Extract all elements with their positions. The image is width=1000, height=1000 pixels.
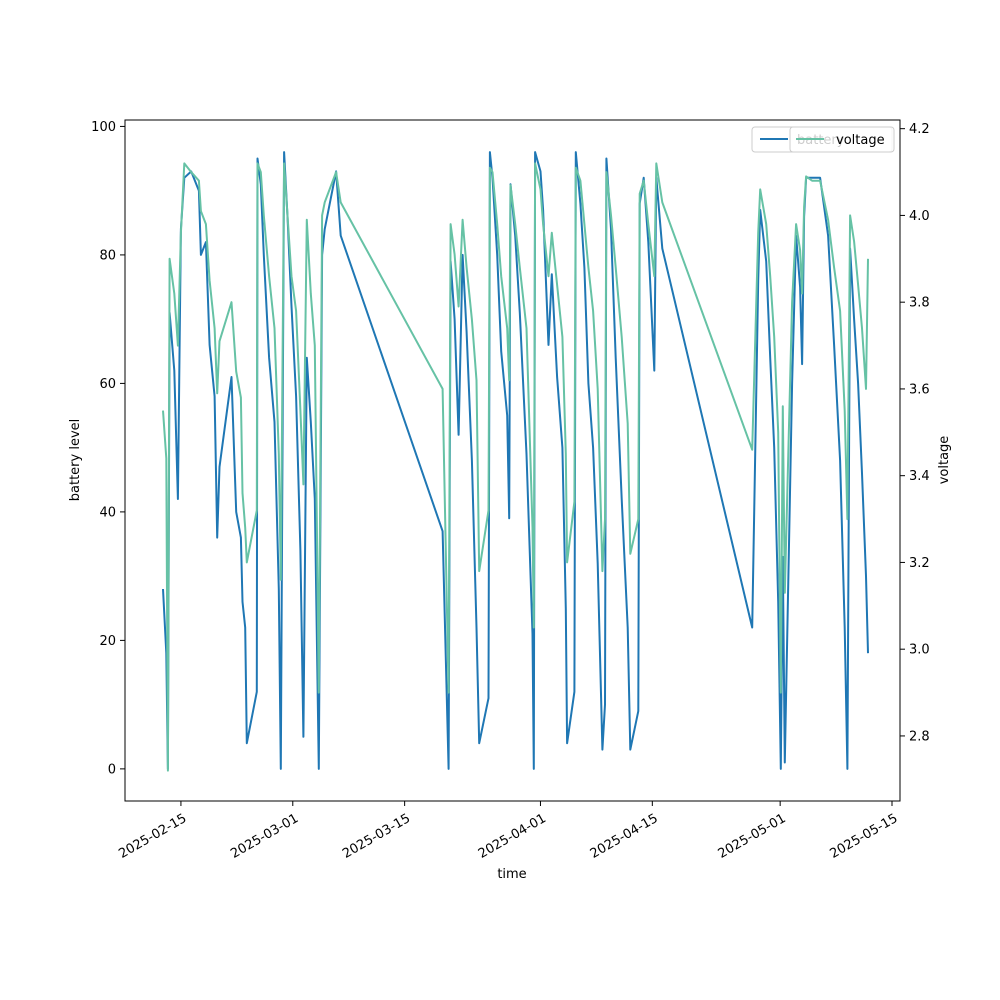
y2-tick-label: 4.0 (909, 209, 930, 224)
series-layer (162, 151, 869, 772)
y2-tick-label: 3.0 (909, 643, 930, 658)
y2-axis-label: voltage (937, 436, 952, 485)
legend-voltage: voltage (789, 126, 895, 153)
y2-tick-label: 4.2 (909, 122, 930, 137)
series-line-battery (162, 151, 869, 770)
plot-frame (124, 119, 901, 802)
y-tick-label: 60 (99, 377, 116, 392)
y-tick-label: 100 (91, 120, 116, 135)
y2-tick-label: 3.4 (909, 469, 930, 484)
y2-tick-label: 3.2 (909, 556, 930, 571)
legend-voltage-box (789, 126, 895, 153)
y2-tick-label: 3.8 (909, 296, 930, 311)
y-axis-left: 0 20 40 60 80 100 (91, 120, 125, 777)
y-tick-label: 20 (99, 634, 116, 649)
y-axis-right: 2.8 3.0 3.2 3.4 3.6 3.8 4.0 4.2 (900, 122, 930, 744)
series-line-voltage (162, 162, 869, 772)
x-axis-label: time (497, 867, 526, 882)
y-axis-label: battery level (68, 419, 83, 502)
legend-voltage-label: voltage (836, 133, 885, 148)
y-tick-label: 0 (108, 762, 116, 777)
y2-tick-label: 3.6 (909, 382, 930, 397)
y-tick-label: 80 (99, 248, 116, 263)
y-tick-label: 40 (99, 505, 116, 520)
y2-tick-label: 2.8 (909, 729, 930, 744)
